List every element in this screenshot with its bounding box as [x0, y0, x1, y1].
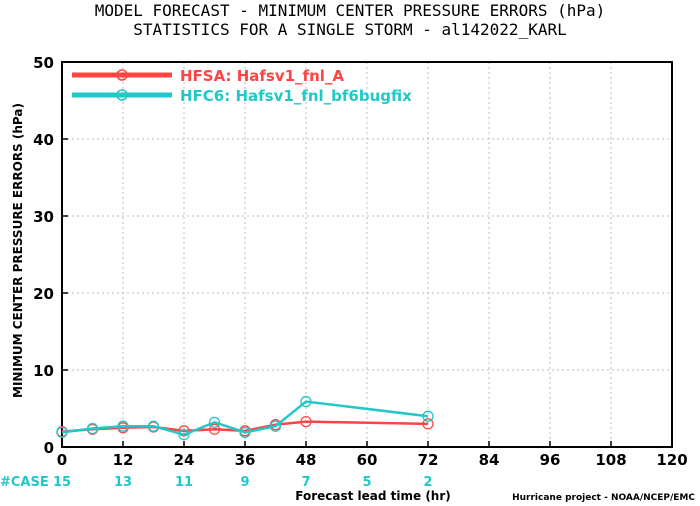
data-point [56, 426, 68, 439]
data-point [300, 395, 312, 408]
case-counts: #CASE 15 13 11 9 7 5 2 [0, 475, 433, 490]
case-count: 11 [175, 475, 193, 490]
data-point [269, 420, 282, 432]
legend-label: HFC6: Hafsv1_fnl_bf6bugfix [180, 87, 412, 105]
data-point [239, 426, 251, 439]
data-point [422, 410, 434, 422]
case-count: 5 [362, 475, 371, 490]
plot-frame [61, 61, 673, 448]
y-tick-label: 10 [33, 362, 54, 380]
x-tick-label: 60 [357, 451, 378, 469]
legend: HFSA: Hafsv1_fnl_A HFC6: Hafsv1_fnl_bf6bu… [72, 67, 412, 105]
data-point [208, 423, 221, 435]
case-label: #CASE [0, 475, 49, 490]
y-tick-label: 50 [33, 54, 54, 72]
x-tick-label: 48 [296, 451, 317, 469]
credit-text: Hurricane project - NOAA/NCEP/EMC [512, 493, 695, 503]
x-tick-label: 72 [418, 451, 439, 469]
x-tick-label: 84 [479, 451, 500, 469]
series-layer [56, 395, 434, 441]
y-tick-label: 20 [33, 285, 54, 303]
case-count: 15 [53, 475, 71, 490]
case-count: 13 [114, 475, 132, 490]
y-tick-label: 0 [44, 439, 54, 457]
x-tick-label: 0 [57, 451, 67, 469]
x-tick-label: 24 [174, 451, 195, 469]
y-tick-label: 30 [33, 208, 54, 226]
legend-item-2: HFC6: Hafsv1_fnl_bf6bugfix [72, 87, 412, 105]
data-point [147, 420, 160, 432]
grid [62, 62, 672, 447]
legend-label: HFSA: Hafsv1_fnl_A [180, 67, 344, 85]
data-point [178, 429, 190, 441]
legend-marker [116, 89, 128, 101]
x-tick-label: 108 [595, 451, 626, 469]
legend-marker [116, 69, 128, 81]
data-point [300, 415, 312, 428]
x-tick-label: 96 [540, 451, 561, 469]
case-count: 2 [423, 475, 432, 490]
chart-subtitle: STATISTICS FOR A SINGLE STORM - al142022… [133, 20, 566, 39]
y-tick-label: 40 [33, 131, 54, 149]
data-point [86, 422, 99, 435]
axis-ticks: 0 12 24 36 48 60 72 84 96 108 120 0 10 20 30 40 50 [33, 54, 688, 469]
legend-item-1: HFSA: Hafsv1_fnl_A [72, 67, 344, 85]
y-axis-label: MINIMUM CENTER PRESSURE ERRORS (hPa) [11, 103, 25, 398]
x-tick-label: 36 [235, 451, 256, 469]
x-tick-label: 120 [656, 451, 687, 469]
case-count: 7 [301, 475, 310, 490]
data-point [117, 420, 129, 432]
x-tick-label: 12 [113, 451, 134, 469]
chart-title: MODEL FORECAST - MINIMUM CENTER PRESSURE… [95, 1, 606, 20]
series-line [61, 400, 429, 436]
data-point [422, 418, 434, 430]
case-count: 9 [240, 475, 249, 490]
x-axis-label: Forecast lead time (hr) [295, 489, 451, 503]
series-2 [56, 395, 434, 441]
data-point [208, 416, 221, 429]
